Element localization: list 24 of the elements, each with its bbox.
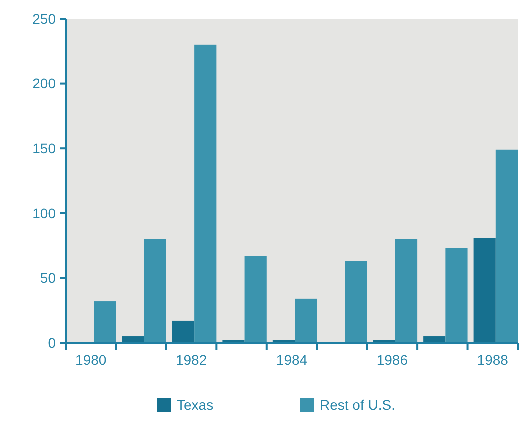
bar: [395, 239, 418, 343]
x-tick-label: 1988: [477, 352, 509, 368]
y-tick-label: 250: [32, 10, 56, 27]
legend-label: Rest of U.S.: [320, 396, 396, 413]
y-tick-label: 50: [40, 270, 56, 286]
y-tick-label: 200: [32, 76, 56, 92]
bar: [295, 298, 318, 343]
bar: [446, 248, 468, 343]
bar: [172, 320, 195, 343]
y-tick-label: 0: [48, 334, 56, 351]
y-tick-label: 150: [32, 140, 56, 156]
bar: [474, 238, 496, 343]
bar: [144, 239, 166, 343]
x-tick-label: 1982: [176, 352, 208, 368]
bar: [496, 150, 518, 343]
x-tick-label: 1984: [276, 352, 308, 368]
bar: [194, 44, 217, 343]
y-tick-label: 100: [32, 205, 56, 222]
x-tick-label: 1980: [76, 352, 107, 368]
bar: [94, 302, 116, 343]
bar: [345, 261, 368, 343]
bar: [244, 256, 267, 343]
legend-label: Texas: [177, 396, 214, 413]
x-tick-label: 1986: [376, 352, 408, 368]
